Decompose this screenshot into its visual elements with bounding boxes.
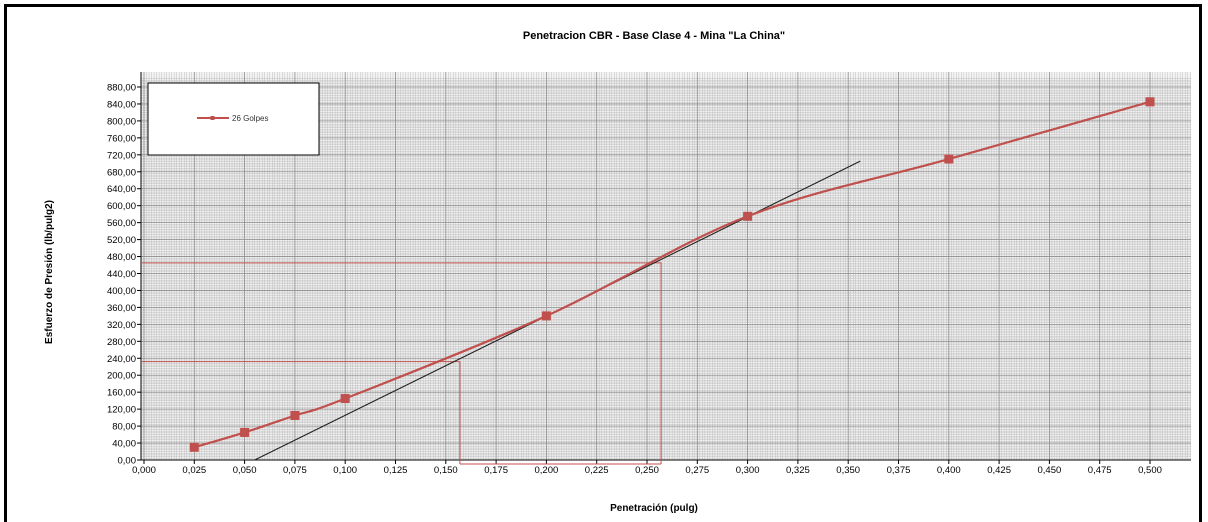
data-point: [1145, 97, 1155, 107]
chart-title: Penetracion CBR - Base Clase 4 - Mina "L…: [523, 30, 785, 42]
y-tick-label: 680,00: [107, 167, 136, 178]
legend-marker: [210, 116, 215, 120]
x-tick-label: 0,175: [484, 465, 508, 476]
x-tick-label: 0,125: [384, 465, 408, 476]
plot-area: 0,000 0,025 0,050 0,075 0,100 0,125 0,150 0,175…: [107, 72, 1191, 476]
y-tick-label: 720,00: [107, 150, 136, 161]
y-tick-label: 320,00: [107, 320, 136, 331]
x-tick-label: 0,500: [1138, 465, 1162, 476]
x-tick-label: 0,050: [233, 465, 257, 476]
y-tick-label: 160,00: [107, 388, 136, 399]
y-tick-label: 120,00: [107, 405, 136, 416]
y-axis-title: Esfuerzo de Presión (lb/pulg2): [44, 200, 55, 344]
y-tick-label: 240,00: [107, 354, 136, 365]
x-tick-label: 0,450: [1038, 465, 1062, 476]
x-tick-label: 0,475: [1088, 465, 1112, 476]
x-tick-label: 0,075: [283, 465, 307, 476]
y-tick-label: 560,00: [107, 218, 136, 229]
y-tick-label: 0,00: [118, 456, 137, 467]
data-point: [541, 311, 551, 321]
x-tick-label: 0,000: [132, 465, 156, 476]
x-tick-label: 0,300: [736, 465, 760, 476]
data-point: [189, 442, 199, 452]
legend: 26 Golpes: [147, 82, 320, 156]
chart-frame: Penetracion CBR - Base Clase 4 - Mina "L…: [4, 4, 1202, 522]
y-tick-label: 600,00: [107, 201, 136, 212]
x-tick-label: 0,100: [333, 465, 357, 476]
legend-label: 26 Golpes: [232, 114, 268, 123]
y-tick-label: 360,00: [107, 303, 136, 314]
x-tick-label: 0,425: [987, 465, 1011, 476]
x-tick-label: 0,025: [182, 465, 206, 476]
x-tick-label: 0,200: [535, 465, 559, 476]
x-axis-title: Penetración (pulg): [610, 503, 698, 514]
data-point: [743, 211, 753, 221]
y-tick-label: 280,00: [107, 337, 136, 348]
y-tick-label: 80,00: [112, 422, 136, 433]
legend-box: [147, 82, 320, 156]
y-tick-label: 40,00: [112, 439, 136, 450]
x-tick-label: 0,225: [585, 465, 609, 476]
x-tick-label: 0,150: [434, 465, 458, 476]
y-tick-label: 800,00: [107, 116, 136, 127]
data-point: [290, 410, 300, 420]
x-tick-label: 0,400: [937, 465, 961, 476]
data-point: [944, 154, 954, 164]
y-tick-label: 760,00: [107, 133, 136, 144]
y-tick-label: 400,00: [107, 286, 136, 297]
x-tick-label: 0,250: [635, 465, 659, 476]
reference-line: [141, 262, 662, 464]
x-tick-label: 0,325: [786, 465, 810, 476]
x-tick-label: 0,375: [887, 465, 911, 476]
y-tick-label: 440,00: [107, 269, 136, 280]
reference-line: [141, 361, 461, 464]
y-tick-label: 840,00: [107, 99, 136, 110]
x-tick-label: 0,275: [685, 465, 709, 476]
y-tick-label: 880,00: [107, 83, 136, 94]
x-tick-label: 0,350: [836, 465, 860, 476]
y-tick-label: 200,00: [107, 371, 136, 382]
data-point: [340, 394, 350, 404]
y-tick-label: 480,00: [107, 252, 136, 263]
data-point: [240, 427, 250, 437]
y-tick-label: 520,00: [107, 235, 136, 246]
y-tick-label: 640,00: [107, 184, 136, 195]
chart: Penetracion CBR - Base Clase 4 - Mina "L…: [44, 30, 1191, 514]
